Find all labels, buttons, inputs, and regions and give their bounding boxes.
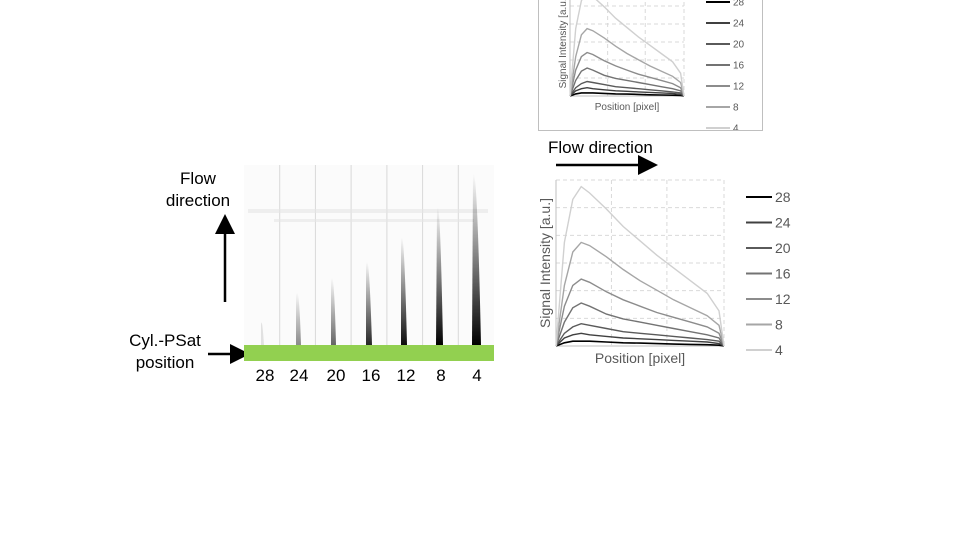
strip-24	[296, 292, 301, 345]
strip-label-24: 24	[289, 366, 309, 385]
main-series-12	[555, 278, 725, 347]
strip-label-12: 12	[396, 366, 416, 385]
strip-8	[436, 207, 443, 345]
main-legend-label-12: 12	[775, 291, 791, 307]
cylinder-saturation-bar	[244, 345, 494, 361]
inset-series-16	[569, 67, 685, 97]
main-legend-label-24: 24	[775, 214, 791, 230]
inset-legend-label-16: 16	[733, 61, 745, 72]
strip-4	[472, 173, 481, 345]
inset-series-28	[569, 92, 685, 97]
inset-series-12	[569, 51, 685, 97]
strip-label-8: 8	[436, 366, 446, 385]
inset-legend-label-12: 12	[733, 82, 745, 93]
signal-intensity-chart: 28 24 20 16 12 8 4 Position [pixel] Signal Inten…	[537, 179, 791, 366]
main-y-label: Signal Intensity [a.u.]	[537, 198, 553, 328]
main-series-20	[555, 322, 725, 347]
main-series-8	[555, 241, 725, 347]
main-legend-label-8: 8	[775, 316, 783, 332]
inset-plot: 28 24 20 16 12 8 4 Position [pixel] Signal Inten…	[558, 0, 745, 131]
signal-strips-image	[244, 165, 494, 345]
flow-direction-label: Flow direction	[165, 169, 231, 210]
strip-16	[366, 261, 372, 345]
flow-direction-title: Flow direction	[548, 138, 653, 157]
strip-label-4: 4	[472, 366, 482, 385]
inset-x-label: Position [pixel]	[595, 102, 660, 113]
main-series-4	[555, 185, 725, 347]
main-series-28	[555, 340, 725, 347]
inset-legend-label-28: 28	[733, 0, 745, 9]
main-legend-label-16: 16	[775, 265, 791, 281]
cyl-psat-position-label: Cyl.-PSat position	[129, 331, 201, 372]
strip-20	[331, 277, 336, 345]
strip-12	[401, 237, 407, 345]
main-legend-label-20: 20	[775, 240, 791, 256]
strip-label-20: 20	[326, 366, 346, 385]
inset-legend-label-20: 20	[733, 40, 745, 51]
strip-label-28: 28	[255, 366, 275, 385]
main-legend-label-4: 4	[775, 342, 783, 358]
inset-legend-label-24: 24	[733, 19, 745, 30]
main-legend-label-28: 28	[775, 189, 791, 205]
main-grid	[556, 179, 725, 346]
inset-grid	[570, 0, 685, 96]
main-x-label: Position [pixel]	[595, 350, 685, 366]
main-series-24	[555, 332, 725, 347]
inset-series-20	[569, 80, 685, 97]
main-series-16	[555, 302, 725, 347]
inset-legend-label-8: 8	[733, 103, 739, 114]
inset-series-8	[569, 27, 685, 97]
strip-label-16: 16	[361, 366, 381, 385]
inset-series-4	[569, 0, 685, 97]
strip-28	[261, 322, 264, 345]
inset-series-24	[569, 86, 685, 97]
inset-y-label: Signal Intensity [a.u.]	[558, 0, 569, 88]
inset-legend-label-4: 4	[733, 124, 739, 131]
